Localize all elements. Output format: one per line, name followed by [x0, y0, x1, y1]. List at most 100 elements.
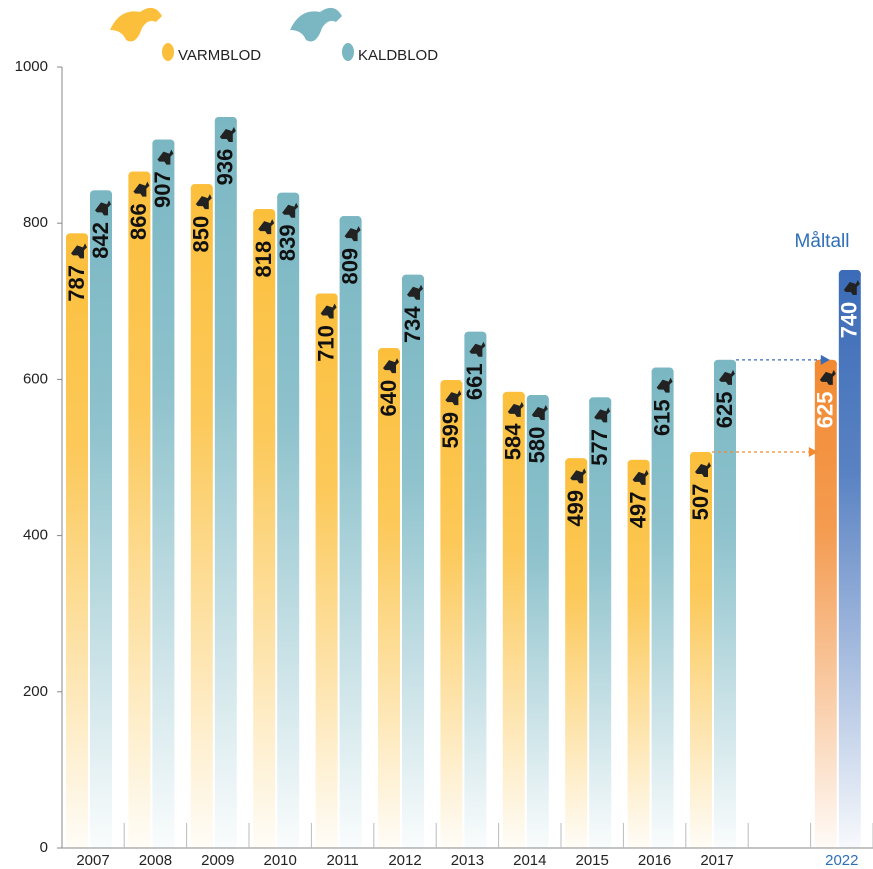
value-label: 661 [462, 363, 487, 400]
horse-icon [344, 226, 361, 242]
bar-cap [378, 348, 400, 357]
bar [214, 116, 237, 848]
bar [627, 459, 650, 848]
horse-icon [445, 390, 462, 406]
guide-arrow [820, 354, 830, 365]
horse-icon [531, 405, 548, 421]
value-label: 584 [501, 423, 526, 460]
value-label: 842 [88, 222, 113, 259]
horse-icon [282, 202, 299, 218]
horse-icon [695, 462, 711, 478]
horse-icon [843, 280, 860, 296]
x-tick-label: 2007 [76, 852, 109, 869]
value-label: 615 [649, 399, 674, 436]
bar-cap [440, 380, 463, 389]
value-label: 809 [337, 248, 362, 285]
horse-icon [469, 341, 486, 357]
bar [66, 233, 88, 848]
bar [128, 171, 151, 849]
value-label: 625 [712, 392, 737, 429]
horse-icon [719, 369, 735, 385]
value-label: 580 [525, 427, 550, 464]
bar-cap [565, 458, 588, 467]
bar-cap [464, 331, 487, 340]
legend-icon [290, 7, 354, 61]
value-label: 866 [126, 203, 151, 240]
x-tick-label: 2015 [576, 852, 609, 869]
bar-cap [128, 171, 151, 180]
bar-cap [152, 139, 175, 148]
horse-icon [133, 181, 150, 197]
value-label: 497 [625, 491, 650, 528]
bar-cap [339, 216, 362, 225]
annotation: Måltall [795, 231, 850, 252]
horse-icon [507, 401, 524, 417]
bar [190, 184, 213, 848]
value-label: 787 [64, 265, 89, 302]
bar [277, 192, 300, 849]
y-tick-label: 400 [23, 527, 48, 544]
legend-label: VARMBLOD [178, 47, 261, 64]
bar [315, 293, 338, 848]
value-label: 907 [150, 171, 175, 208]
horse-icon [632, 469, 649, 485]
bar-cap [526, 395, 549, 404]
guide-arrow [808, 447, 818, 458]
bar-cap [90, 190, 112, 199]
bar [253, 209, 276, 849]
value-label: 625 [813, 392, 838, 429]
bar [90, 190, 112, 848]
horse-icon [407, 284, 423, 300]
horse-icon [656, 377, 673, 393]
bar [339, 216, 362, 848]
bar-cap [502, 391, 525, 400]
bar [690, 452, 712, 848]
horse-icon [320, 303, 337, 319]
bar [589, 397, 612, 848]
horse-icon [195, 194, 212, 210]
y-tick-label: 0 [40, 839, 48, 856]
horse-icon [157, 149, 174, 165]
bar [651, 367, 674, 848]
horse-icon [594, 407, 611, 423]
x-tick-label: 2012 [388, 852, 421, 869]
legend-label: KALDBLOD [358, 47, 438, 64]
horse-icon [383, 358, 399, 374]
horse-icon [71, 243, 87, 259]
y-tick-label: 1000 [15, 58, 48, 75]
bar [378, 348, 400, 848]
value-label: 499 [563, 490, 588, 527]
x-tick-label: 2009 [201, 852, 234, 869]
bar [714, 359, 736, 848]
bar-cap [814, 359, 837, 368]
bar [814, 359, 837, 848]
x-tick-label: 2013 [451, 852, 484, 869]
bar [502, 391, 525, 848]
x-tick-label: 2008 [139, 852, 172, 869]
horse-icon [219, 126, 236, 142]
bar-cap [66, 233, 88, 242]
y-tick-label: 200 [23, 683, 48, 700]
bar-cap [714, 359, 736, 368]
x-tick-label: 2010 [264, 852, 297, 869]
value-label: 818 [251, 241, 276, 278]
horse-icon [95, 200, 111, 216]
x-tick-label: 2014 [513, 852, 546, 869]
bar-cap [253, 209, 276, 218]
bar [838, 270, 861, 848]
bar [152, 139, 175, 848]
value-label: 850 [189, 216, 214, 253]
x-tick-label: 2016 [638, 852, 671, 869]
value-label: 599 [438, 412, 463, 449]
horse-icon [570, 468, 587, 484]
bar-cap [651, 367, 674, 376]
x-tick-label: 2022 [825, 852, 858, 869]
bar [402, 274, 424, 849]
bar-cap [402, 274, 424, 283]
bar-cap [190, 184, 213, 193]
legend-icon [110, 7, 174, 61]
x-tick-label: 2017 [700, 852, 733, 869]
bar-cap [277, 192, 300, 201]
value-label: 936 [213, 149, 238, 186]
